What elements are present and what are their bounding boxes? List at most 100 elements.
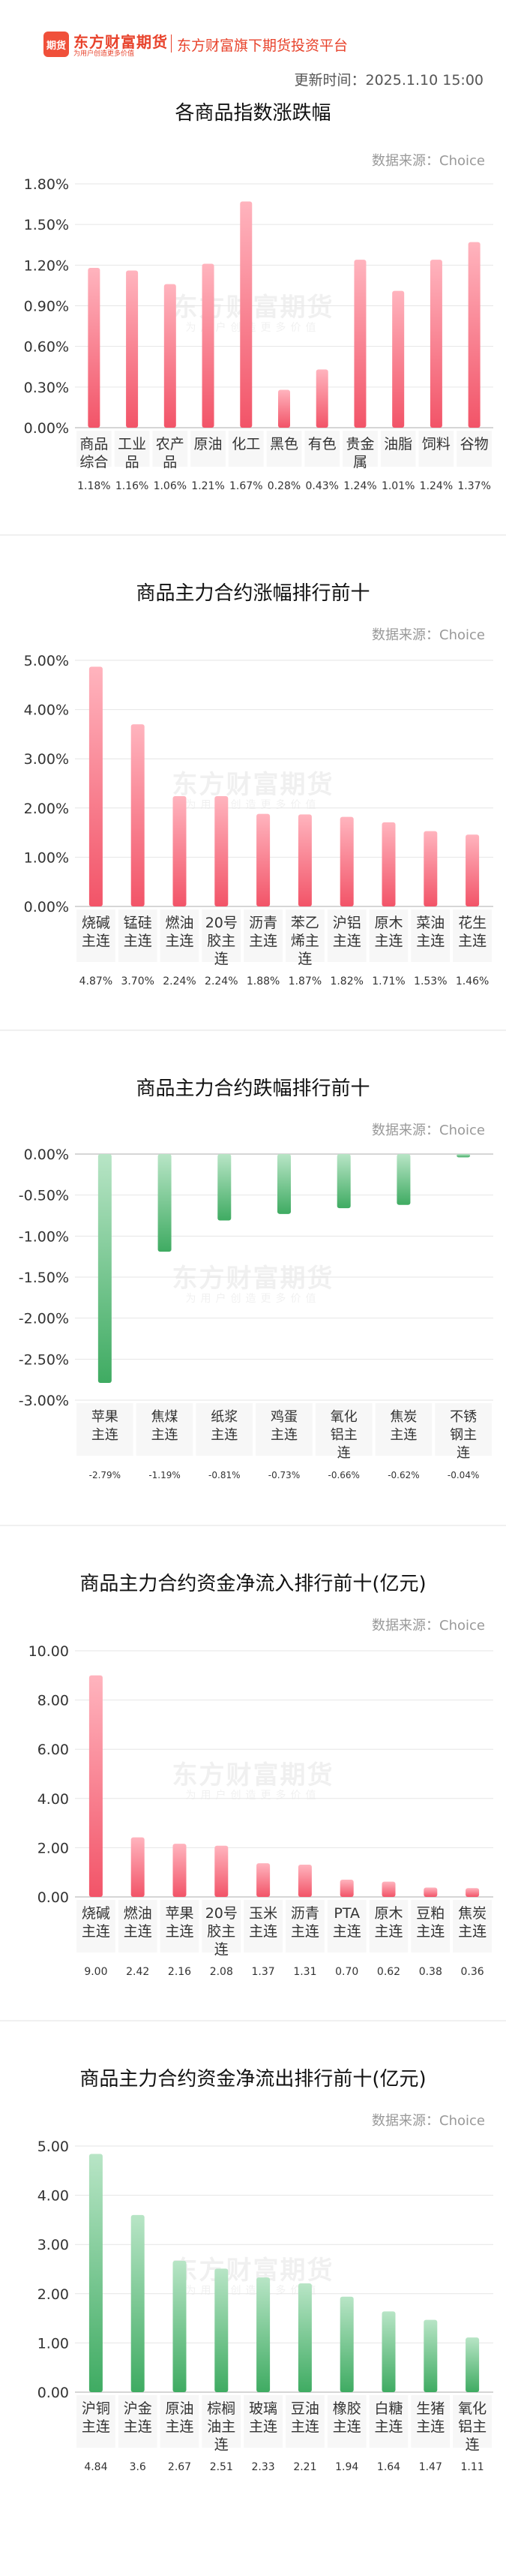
value-label: -0.62%	[388, 1470, 419, 1480]
value-label: 1.01%	[382, 480, 415, 492]
data-source: 数据来源：Choice	[372, 1618, 485, 1634]
bar[interactable]	[316, 369, 328, 428]
bar[interactable]	[298, 2283, 312, 2392]
bar[interactable]	[278, 389, 290, 428]
value-label: 2.24%	[205, 975, 238, 987]
category-label: 主连	[271, 1427, 298, 1443]
category-cell	[418, 431, 454, 467]
category-label: 20号	[205, 1905, 238, 1922]
bar[interactable]	[397, 1154, 411, 1205]
bar[interactable]	[88, 267, 100, 428]
y-tick-label: 2.00	[37, 1840, 69, 1856]
y-tick-label: -2.00%	[19, 1311, 69, 1327]
category-label: 苹果	[165, 1905, 193, 1922]
category-label: 主连	[291, 2418, 319, 2435]
bar[interactable]	[340, 1880, 354, 1897]
bar[interactable]	[97, 1154, 112, 1384]
bar[interactable]	[337, 1154, 351, 1209]
bar[interactable]	[256, 813, 271, 906]
value-label: 1.71%	[372, 975, 405, 987]
bar[interactable]	[88, 666, 103, 906]
category-cell	[457, 431, 492, 467]
bar[interactable]	[88, 1675, 103, 1897]
bar[interactable]	[468, 242, 481, 428]
bar[interactable]	[392, 290, 405, 428]
bar[interactable]	[298, 1865, 312, 1897]
category-label: 玉米	[249, 1905, 277, 1922]
bar[interactable]	[172, 1844, 187, 1897]
bar[interactable]	[130, 724, 145, 906]
category-cell	[286, 1900, 325, 1952]
category-label: 白糖	[374, 2400, 403, 2417]
bar[interactable]	[130, 2214, 145, 2392]
bar[interactable]	[172, 796, 187, 906]
data-source: 数据来源：Choice	[372, 2113, 485, 2129]
bar[interactable]	[172, 2260, 187, 2392]
category-cell	[286, 2395, 325, 2448]
category-label: 主连	[124, 933, 152, 949]
value-label: 4.84	[84, 2461, 107, 2473]
bar[interactable]	[354, 260, 367, 428]
bar[interactable]	[126, 270, 139, 428]
value-label: -0.73%	[268, 1470, 300, 1480]
bar[interactable]	[130, 1837, 145, 1897]
value-label: 1.24%	[420, 480, 453, 492]
category-label: 主连	[249, 933, 277, 949]
bar[interactable]	[256, 2277, 271, 2392]
bar[interactable]	[214, 796, 229, 906]
bar[interactable]	[382, 822, 396, 906]
bar[interactable]	[277, 1154, 291, 1214]
y-tick-label: 2.00	[37, 2286, 69, 2303]
category-cell	[369, 2395, 409, 2448]
bar[interactable]	[382, 2311, 396, 2392]
category-cell	[190, 431, 226, 467]
value-label: 1.64	[377, 2461, 400, 2473]
category-label: 主连	[82, 1923, 110, 1940]
bar[interactable]	[424, 2319, 438, 2392]
value-label: 2.08	[210, 1966, 233, 1978]
y-tick-label: -0.50%	[19, 1188, 69, 1204]
y-tick-label: 6.00	[37, 1742, 69, 1758]
brand-logo-icon[interactable]: 期货	[43, 32, 69, 57]
value-label: -0.81%	[208, 1470, 240, 1480]
bar[interactable]	[214, 2268, 229, 2392]
bar[interactable]	[217, 1154, 232, 1221]
category-label: 沪铜	[82, 2400, 110, 2417]
category-label: 烯主	[291, 933, 319, 949]
bar[interactable]	[457, 1154, 471, 1158]
bar[interactable]	[88, 2154, 103, 2392]
bar[interactable]	[424, 1887, 438, 1897]
value-label: 1.18%	[77, 480, 110, 492]
bar[interactable]	[202, 263, 214, 428]
section-divider	[0, 1029, 506, 1031]
bar[interactable]	[340, 816, 354, 906]
bar[interactable]	[157, 1154, 172, 1252]
category-label: 主连	[249, 1923, 277, 1940]
category-label: 主连	[374, 1923, 403, 1940]
bar[interactable]	[163, 284, 176, 428]
bar[interactable]	[340, 2296, 354, 2392]
bar[interactable]	[466, 2337, 480, 2392]
bar[interactable]	[430, 260, 442, 428]
bar[interactable]	[214, 1845, 229, 1897]
bar[interactable]	[424, 831, 438, 906]
category-label: 主连	[165, 2418, 193, 2435]
category-label: 主连	[458, 1923, 487, 1940]
category-label: 原木	[374, 915, 403, 931]
category-cell	[160, 2395, 199, 2448]
value-label: 1.82%	[330, 975, 363, 987]
bar[interactable]	[466, 834, 480, 906]
category-label: 燃油	[124, 1905, 152, 1922]
category-cell	[256, 1403, 313, 1456]
value-label: 0.70	[335, 1966, 358, 1978]
category-cell	[411, 2395, 451, 2448]
bar[interactable]	[240, 201, 253, 428]
category-label: 原油	[165, 2400, 193, 2417]
bar[interactable]	[298, 814, 312, 906]
bar[interactable]	[466, 1888, 480, 1897]
category-label: 油脂	[384, 436, 412, 452]
value-label: 0.36	[461, 1966, 484, 1978]
bar[interactable]	[256, 1863, 271, 1897]
bar[interactable]	[382, 1881, 396, 1897]
